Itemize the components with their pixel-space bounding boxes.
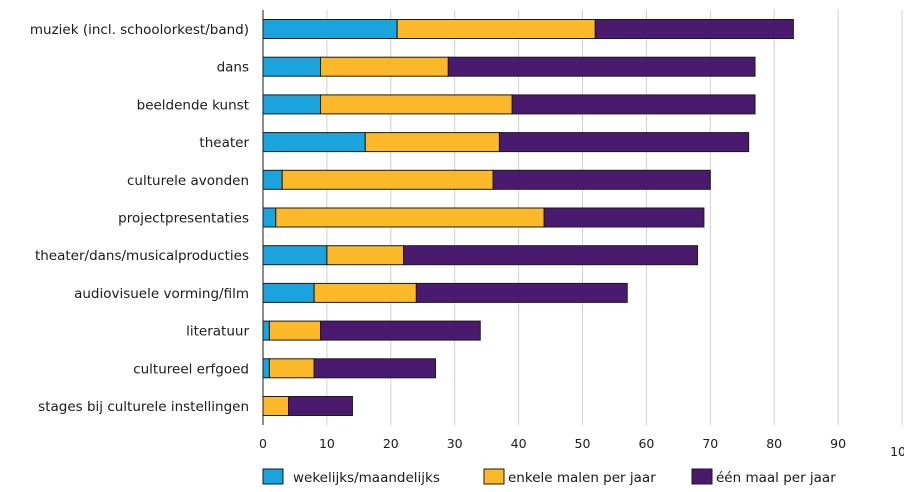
bar-segment-series-0 [262,358,270,379]
category-label: projectpresentaties [118,211,249,227]
legend-swatch-series-0 [262,468,284,485]
category-label: beeldende kunst [137,97,249,113]
bar-segment-series-2 [313,358,437,379]
bar-segment-series-1 [262,396,290,416]
bar-segment-series-2 [492,169,711,190]
category-label: cultureel erfgoed [133,361,249,377]
bar-segment-series-2 [498,132,750,153]
bar-segment-series-0 [262,169,283,190]
bar-segment-series-2 [447,56,756,77]
x-tick-label-80: 80 [766,436,782,451]
bar-segment-series-0 [262,132,366,153]
x-tick-label-60: 60 [638,436,654,451]
category-label: stages bij culturele instellingen [38,399,249,415]
legend-label-series-0: wekelijks/maandelijks [293,470,440,486]
bar-segment-series-2 [543,207,705,228]
x-tick-label-70: 70 [702,436,718,451]
bar-segment-series-0 [262,207,277,228]
category-label: literatuur [186,324,249,340]
bar-segment-series-1 [320,56,449,77]
x-tick-label-10: 10 [319,436,335,451]
bar-segment-series-1 [320,94,513,115]
bar-segment-series-1 [268,320,322,341]
bar-segment-series-1 [268,358,315,379]
legend-swatch-series-1 [483,468,505,485]
x-tick-label-30: 30 [447,436,463,451]
bar-segment-series-0 [262,56,322,77]
bar-segment-series-1 [313,282,417,303]
bar-segment-series-2 [511,94,756,115]
category-label: muziek (incl. schoolorkest/band) [30,22,249,38]
category-label: theater [199,135,249,151]
x-tick-label-50: 50 [575,436,591,451]
bar-segment-series-2 [594,19,794,39]
bar-segment-series-1 [275,207,545,228]
category-label: audiovisuele vorming/film [74,286,249,302]
bars [262,19,794,416]
bar-segment-series-1 [326,245,405,266]
legend-swatch-series-2 [691,468,713,485]
bar-segment-series-1 [364,132,500,153]
x-tick-label-100: 100 [890,444,904,459]
bar-segment-series-0 [262,320,270,341]
bar-segment-series-2 [320,320,481,341]
bar-segment-series-1 [396,19,596,39]
x-tick-label-20: 20 [383,436,399,451]
bar-segment-series-1 [281,169,494,190]
bar-segment-series-2 [288,396,353,416]
legend: wekelijks/maandelijks enkele malen per ja… [262,468,836,486]
legend-label-series-2: één maal per jaar [716,470,836,486]
x-tick-label-0: 0 [259,436,267,451]
bar-segment-series-0 [262,245,328,266]
legend-label-series-1: enkele malen per jaar [508,470,656,486]
x-tick-label-40: 40 [511,436,527,451]
category-label: dans [217,60,249,76]
x-axis: 0 10 20 30 40 50 60 70 80 90 100 [259,10,904,459]
bar-segment-series-0 [262,282,315,303]
bar-segment-series-0 [262,19,398,39]
bar-segment-series-2 [403,245,699,266]
bar-segment-series-2 [415,282,628,303]
category-label: theater/dans/musicalproducties [35,248,249,264]
bar-segment-series-0 [262,94,322,115]
x-tick-label-90: 90 [830,436,846,451]
category-labels: muziek (incl. schoolorkest/band) dans beel… [30,22,250,415]
category-label: culturele avonden [127,173,249,189]
